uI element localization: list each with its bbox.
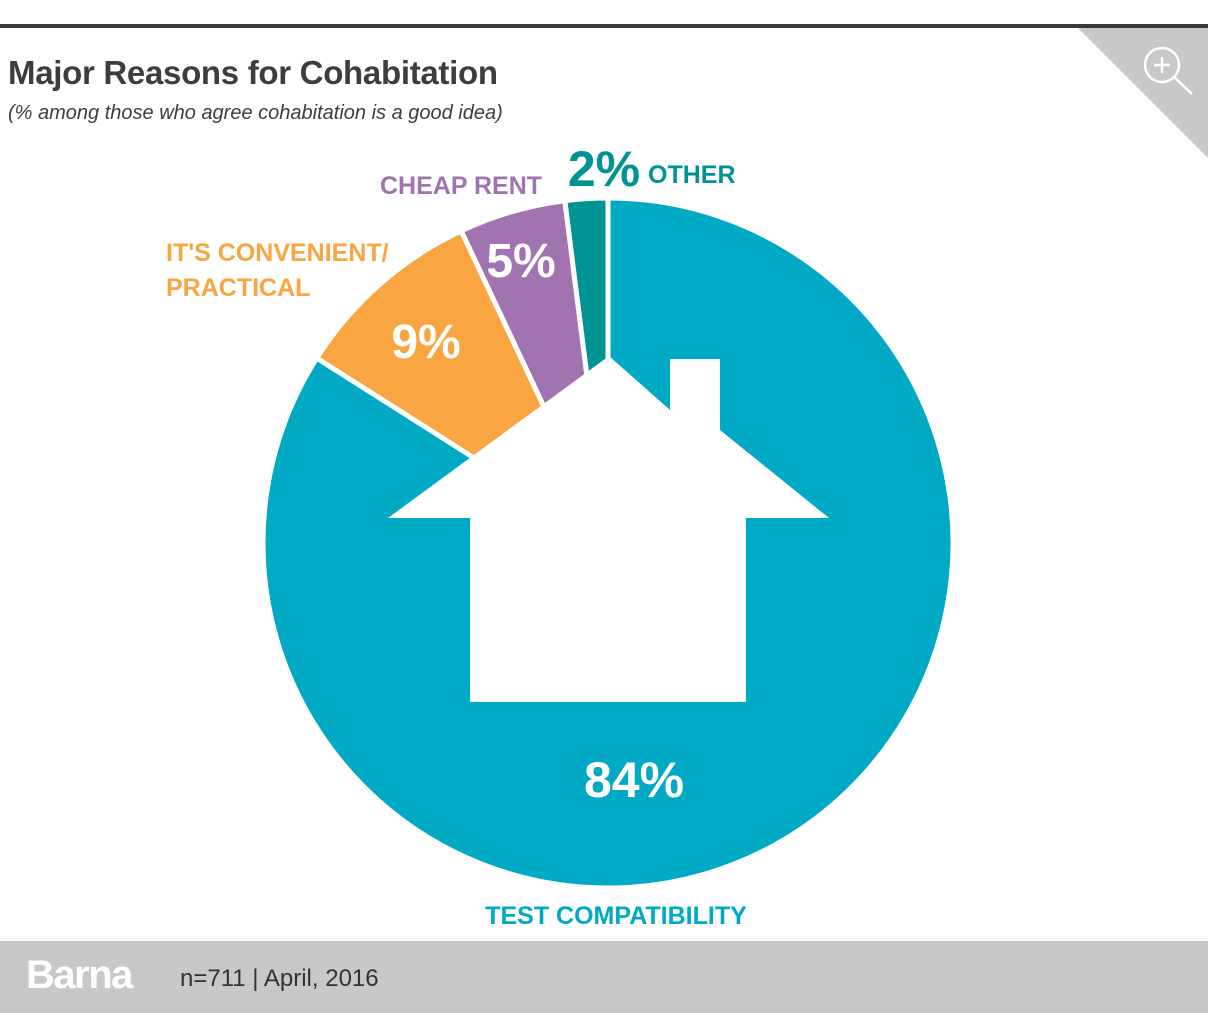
- value-label-convenient: 9%: [391, 316, 460, 369]
- value-label-cheap: 5%: [486, 235, 555, 288]
- top-rule: [0, 24, 1208, 28]
- category-label-test: TEST COMPATIBILITY: [485, 902, 747, 930]
- category-label-convenient-line2: PRACTICAL: [166, 274, 310, 302]
- category-label-cheap: CHEAP RENT: [380, 172, 542, 200]
- sample-info: n=711 | April, 2016: [180, 965, 379, 992]
- barna-logo: Barna: [26, 953, 133, 997]
- category-label-convenient-line1: IT'S CONVENIENT/: [166, 239, 389, 267]
- house-icon: [388, 356, 829, 702]
- zoom-corner[interactable]: [1078, 28, 1208, 158]
- zoom-in-icon[interactable]: [1143, 46, 1193, 95]
- value-label-other: 2%: [568, 141, 640, 197]
- footer: Barna n=711 | April, 2016: [0, 941, 1208, 1013]
- value-label-test: 84%: [584, 752, 684, 808]
- chart-subtitle: (% among those who agree cohabitation is…: [8, 102, 503, 124]
- chart-title: Major Reasons for Cohabitation: [8, 54, 498, 91]
- category-label-other: OTHER: [648, 161, 736, 189]
